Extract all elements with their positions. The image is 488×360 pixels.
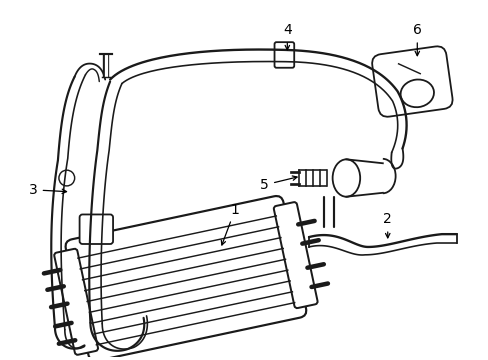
- FancyBboxPatch shape: [65, 196, 305, 360]
- Text: 1: 1: [221, 203, 239, 245]
- Text: 3: 3: [29, 183, 66, 197]
- FancyBboxPatch shape: [80, 215, 113, 244]
- Ellipse shape: [400, 80, 433, 107]
- Text: 5: 5: [260, 176, 296, 192]
- FancyBboxPatch shape: [54, 249, 98, 355]
- FancyBboxPatch shape: [371, 46, 452, 117]
- Text: 2: 2: [383, 212, 391, 238]
- Circle shape: [59, 170, 75, 186]
- FancyBboxPatch shape: [274, 42, 294, 68]
- Ellipse shape: [332, 159, 360, 197]
- Text: 4: 4: [283, 23, 291, 50]
- Text: 6: 6: [412, 23, 421, 56]
- FancyBboxPatch shape: [273, 202, 317, 308]
